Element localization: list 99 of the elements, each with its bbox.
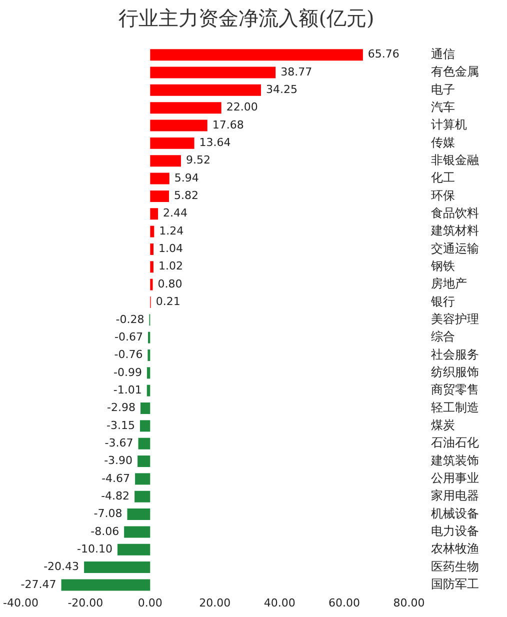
y-tick-label: 电子	[431, 82, 455, 96]
bar	[150, 66, 276, 78]
bar	[61, 579, 150, 591]
data-label: 5.82	[174, 189, 198, 202]
data-label: -7.08	[94, 507, 122, 520]
x-tick-label: 80.00	[393, 596, 425, 610]
y-tick-label: 非银金融	[431, 152, 479, 167]
data-label: 13.64	[199, 136, 231, 150]
y-tick-label: 食品饮料	[431, 206, 479, 220]
data-label: 65.76	[368, 48, 400, 61]
data-label: -3.67	[104, 436, 134, 450]
bar	[135, 473, 150, 485]
data-label: 1.04	[158, 242, 184, 256]
bar	[150, 49, 363, 61]
y-tick-label: 计算机	[431, 118, 467, 132]
data-label: 9.52	[186, 154, 210, 167]
bar	[134, 490, 150, 502]
bar	[127, 508, 150, 520]
y-tick-label: 交通运输	[431, 241, 479, 256]
y-tick-label: 传媒	[431, 135, 455, 150]
data-label: -20.43	[44, 560, 80, 574]
bar	[146, 367, 150, 379]
data-label: 1.24	[159, 224, 184, 238]
data-label: -3.90	[104, 454, 133, 468]
x-tick-label: -40.00	[2, 596, 38, 610]
y-tick-label: 建筑材料	[430, 224, 479, 238]
bar	[148, 332, 150, 344]
data-label: -10.10	[77, 542, 112, 556]
bar	[84, 562, 150, 574]
bar	[150, 226, 154, 238]
y-tick-label: 商贸零售	[431, 382, 479, 397]
data-label: -4.82	[101, 489, 130, 502]
chart-title: 行业主力资金净流入额(亿元)	[118, 6, 374, 30]
data-label: 38.77	[280, 65, 312, 78]
y-tick-label: 机械设备	[431, 506, 479, 520]
bar	[124, 526, 150, 538]
bar	[150, 172, 170, 184]
data-label: 0.80	[158, 277, 182, 290]
bar	[150, 155, 181, 167]
x-tick-label: -20.00	[68, 596, 104, 610]
bar	[140, 420, 150, 432]
data-label: -27.47	[20, 578, 56, 591]
bar	[150, 102, 222, 114]
x-tick-label: 0.00	[138, 596, 162, 610]
y-tick-label: 房地产	[431, 276, 467, 291]
bar	[140, 402, 150, 414]
bar	[117, 544, 150, 556]
bar	[150, 137, 194, 149]
bar	[150, 261, 154, 273]
data-label: 5.94	[174, 171, 199, 184]
y-tick-label: 钢铁	[430, 259, 455, 274]
y-tick-label: 美容护理	[431, 312, 479, 326]
bar	[150, 84, 261, 96]
y-tick-label: 社会服务	[431, 347, 479, 362]
y-tick-label: 轻工制造	[431, 400, 479, 414]
data-label: 34.25	[266, 83, 298, 96]
y-tick-label: 建筑装饰	[430, 453, 479, 468]
bar	[150, 190, 169, 202]
bar	[150, 208, 158, 220]
bar	[138, 438, 150, 450]
data-label: -0.99	[113, 366, 142, 379]
y-tick-label: 综合	[431, 330, 455, 344]
y-tick-label: 国防军工	[431, 577, 479, 592]
y-tick-label: 家用电器	[431, 488, 479, 503]
data-label: 2.44	[163, 206, 188, 220]
data-label: 0.21	[156, 295, 180, 308]
data-label: -0.76	[114, 348, 143, 362]
data-label: 22.00	[226, 100, 258, 114]
x-tick-label: 40.00	[264, 596, 296, 610]
x-tick-label: 20.00	[199, 596, 231, 610]
bar	[138, 456, 150, 468]
y-tick-label: 通信	[431, 46, 455, 61]
y-tick-label: 医药生物	[431, 559, 479, 574]
y-tick-label: 环保	[431, 188, 455, 202]
x-tick-label: 60.00	[328, 596, 360, 610]
bar	[150, 243, 154, 255]
y-tick-label: 纺织服饰	[431, 365, 479, 380]
data-label: -0.67	[114, 330, 143, 344]
y-tick-label: 有色金属	[431, 64, 479, 79]
y-tick-label: 汽车	[431, 100, 455, 114]
y-tick-label: 煤炭	[431, 418, 455, 432]
data-label: 17.68	[212, 118, 244, 132]
data-label: -3.15	[106, 418, 135, 432]
data-label: -4.67	[102, 472, 130, 485]
data-label: -8.06	[90, 524, 120, 538]
bar	[148, 350, 150, 361]
y-tick-label: 公用事业	[431, 471, 479, 486]
bar	[150, 278, 153, 290]
data-label: -2.98	[107, 401, 136, 414]
y-tick-label: 电力设备	[431, 524, 479, 538]
data-label: 1.02	[158, 260, 183, 273]
y-tick-label: 银行	[430, 294, 455, 308]
y-tick-label: 化工	[431, 170, 455, 185]
y-tick-label: 石油石化	[431, 436, 479, 450]
bar	[150, 120, 208, 132]
bar	[146, 384, 150, 396]
data-label: -1.01	[113, 383, 142, 396]
y-tick-label: 农林牧渔	[431, 542, 479, 556]
data-label: -0.28	[116, 312, 144, 326]
